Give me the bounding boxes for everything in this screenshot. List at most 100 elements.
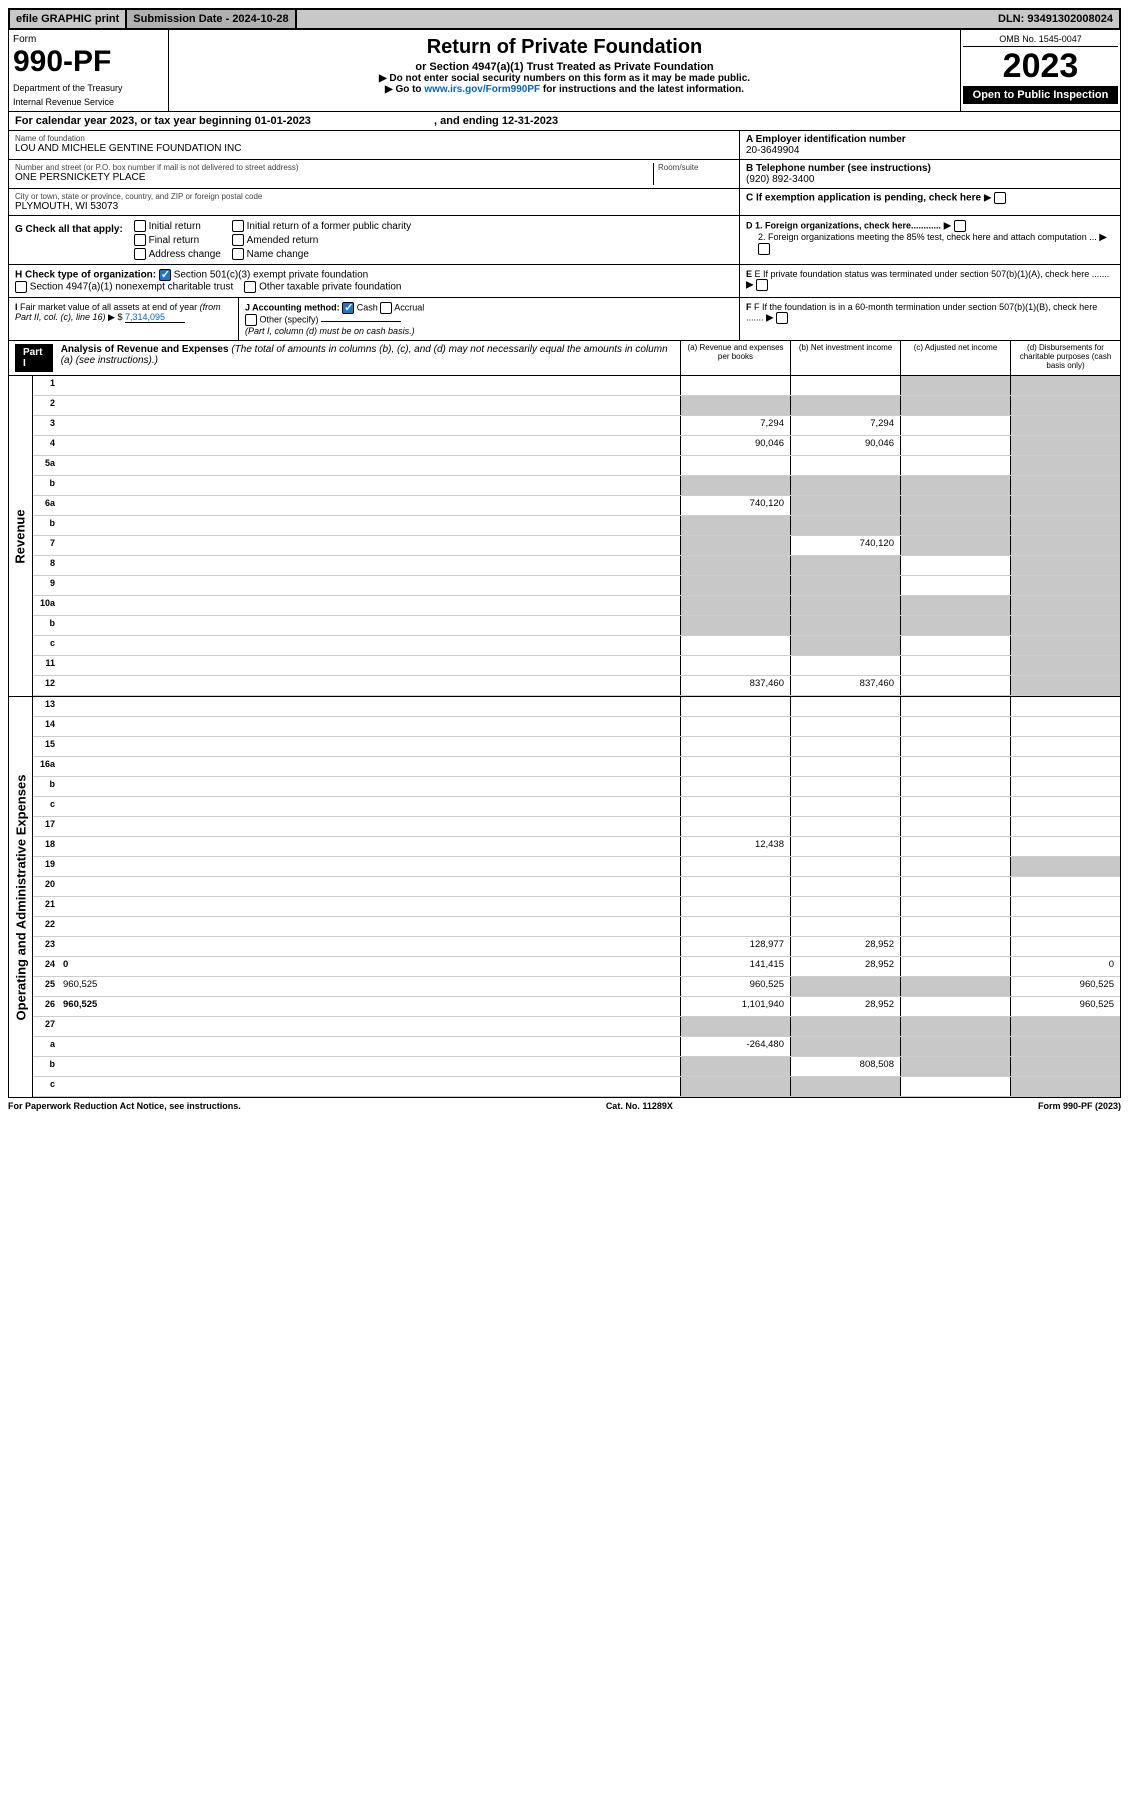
- line-description: [59, 396, 680, 415]
- amended-return-checkbox[interactable]: [232, 234, 244, 246]
- j-other-checkbox[interactable]: [245, 314, 257, 326]
- value-cell-b: 837,460: [790, 676, 900, 695]
- value-cell-b: [790, 917, 900, 936]
- value-cell-a: 90,046: [680, 436, 790, 455]
- line-number: 27: [33, 1017, 59, 1036]
- value-cell-c: [900, 636, 1010, 655]
- line-description: [59, 656, 680, 675]
- line-row: 490,04690,046: [33, 436, 1120, 456]
- value-cell-b: [790, 857, 900, 876]
- line-row: c: [33, 636, 1120, 656]
- line-number: 23: [33, 937, 59, 956]
- value-cell-b: [790, 977, 900, 996]
- street-phone-row: Number and street (or P.O. box number if…: [8, 160, 1121, 189]
- part1-title: Analysis of Revenue and Expenses: [61, 344, 229, 355]
- ein-value: 20-3649904: [746, 145, 1114, 156]
- value-cell-a: 128,977: [680, 937, 790, 956]
- line-number: 21: [33, 897, 59, 916]
- line-row: 5a: [33, 456, 1120, 476]
- name-change-checkbox[interactable]: [232, 248, 244, 260]
- g-d-row: G Check all that apply: Initial return F…: [8, 216, 1121, 265]
- line-number: 9: [33, 576, 59, 595]
- line-row: c: [33, 1077, 1120, 1097]
- value-cell-d: [1010, 596, 1120, 615]
- line-row: 20: [33, 877, 1120, 897]
- line-description: [59, 476, 680, 495]
- line-description: [59, 817, 680, 836]
- value-cell-a: [680, 897, 790, 916]
- line-description: [59, 877, 680, 896]
- value-cell-a: 1,101,940: [680, 997, 790, 1016]
- line-number: 6a: [33, 496, 59, 515]
- value-cell-a: [680, 797, 790, 816]
- line-row: 21: [33, 897, 1120, 917]
- name-block: Name of foundation LOU AND MICHELE GENTI…: [9, 131, 740, 159]
- line-description: [59, 616, 680, 635]
- value-cell-d: [1010, 917, 1120, 936]
- street-value: ONE PERSNICKETY PLACE: [15, 172, 653, 183]
- name-ein-row: Name of foundation LOU AND MICHELE GENTI…: [8, 131, 1121, 160]
- line-number: 11: [33, 656, 59, 675]
- page-footer: For Paperwork Reduction Act Notice, see …: [8, 1098, 1121, 1114]
- section-d: D 1. Foreign organizations, check here..…: [740, 216, 1120, 264]
- d1-checkbox[interactable]: [954, 220, 966, 232]
- fmv-value: 7,314,095: [125, 312, 185, 323]
- value-cell-c: [900, 837, 1010, 856]
- line-row: b: [33, 777, 1120, 797]
- line-row: 7740,120: [33, 536, 1120, 556]
- final-return-checkbox[interactable]: [134, 234, 146, 246]
- value-cell-d: [1010, 1037, 1120, 1056]
- value-cell-b: [790, 636, 900, 655]
- line-description: [59, 436, 680, 455]
- value-cell-a: [680, 1057, 790, 1076]
- line-number: a: [33, 1037, 59, 1056]
- line-description: [59, 556, 680, 575]
- irs-link[interactable]: www.irs.gov/Form990PF: [424, 84, 540, 95]
- value-cell-c: [900, 697, 1010, 716]
- value-cell-c: [900, 777, 1010, 796]
- j-accrual-checkbox[interactable]: [380, 302, 392, 314]
- top-bar: efile GRAPHIC print Submission Date - 20…: [8, 8, 1121, 30]
- form-number: 990-PF: [13, 45, 164, 79]
- j-cash-checkbox[interactable]: [342, 302, 354, 314]
- h-other-checkbox[interactable]: [244, 281, 256, 293]
- value-cell-c: [900, 917, 1010, 936]
- line-number: 18: [33, 837, 59, 856]
- value-cell-d: 960,525: [1010, 977, 1120, 996]
- line-row: b: [33, 476, 1120, 496]
- line-description: [59, 917, 680, 936]
- h-501c3-checkbox[interactable]: [159, 269, 171, 281]
- form-id-col: Form 990-PF Department of the Treasury I…: [9, 30, 169, 111]
- line-row: 16a: [33, 757, 1120, 777]
- line-row: 15: [33, 737, 1120, 757]
- line-description: [59, 757, 680, 776]
- value-cell-c: [900, 376, 1010, 395]
- e-checkbox[interactable]: [756, 279, 768, 291]
- value-cell-d: [1010, 516, 1120, 535]
- address-change-checkbox[interactable]: [134, 248, 146, 260]
- line-description: [59, 857, 680, 876]
- value-cell-b: [790, 777, 900, 796]
- value-cell-b: [790, 1017, 900, 1036]
- initial-former-checkbox[interactable]: [232, 220, 244, 232]
- value-cell-a: 837,460: [680, 676, 790, 695]
- value-cell-a: [680, 396, 790, 415]
- section-h: H Check type of organization: Section 50…: [9, 265, 740, 297]
- line-number: b: [33, 476, 59, 495]
- c-checkbox[interactable]: [994, 192, 1006, 204]
- d2-checkbox[interactable]: [758, 243, 770, 255]
- line-number: 2: [33, 396, 59, 415]
- line-description: [59, 1017, 680, 1036]
- line-number: 26: [33, 997, 59, 1016]
- line-row: b808,508: [33, 1057, 1120, 1077]
- value-cell-d: [1010, 656, 1120, 675]
- value-cell-a: [680, 596, 790, 615]
- initial-return-checkbox[interactable]: [134, 220, 146, 232]
- f-checkbox[interactable]: [776, 312, 788, 324]
- col-d-header: (d) Disbursements for charitable purpose…: [1010, 341, 1120, 375]
- value-cell-b: 7,294: [790, 416, 900, 435]
- value-cell-c: [900, 536, 1010, 555]
- line-number: 22: [33, 917, 59, 936]
- col-b-header: (b) Net investment income: [790, 341, 900, 375]
- h-4947-checkbox[interactable]: [15, 281, 27, 293]
